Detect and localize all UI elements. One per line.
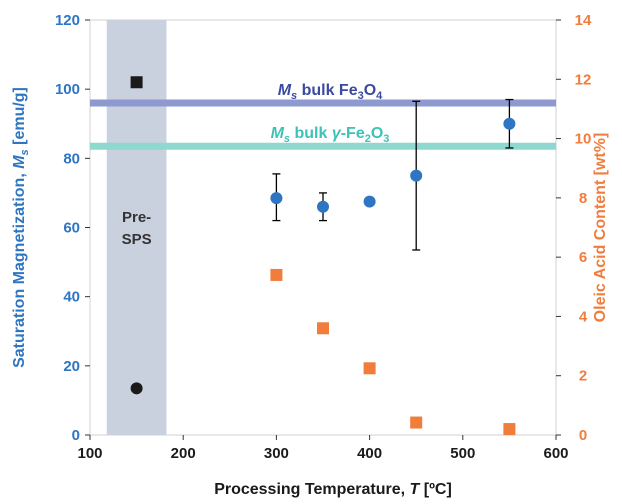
y-left-tick-label-2: 40	[63, 289, 80, 306]
y-right-tick-label-7: 14	[575, 12, 592, 29]
y-right-tick-label-5: 10	[575, 131, 592, 148]
y-left-title-var: M	[11, 155, 28, 169]
y-right-axis-title: Oleic Acid Content [wt%]	[592, 133, 609, 323]
ref-label-text: bulk Fe	[297, 82, 358, 99]
x-axis-ticks: 100 200 300 400 500 600	[77, 435, 569, 462]
x-title-text: Processing Temperature,	[214, 481, 409, 498]
reference-label-1: Ms bulk γ-Fe2O3	[271, 125, 390, 145]
y-left-title-sub: s	[19, 149, 31, 155]
y-left-tick-label-5: 100	[55, 81, 80, 98]
x-title-var: T	[410, 481, 421, 498]
plot-area	[89, 19, 557, 436]
y-right-tick-label-2: 4	[579, 308, 588, 325]
x-tick-label-2: 300	[264, 445, 289, 462]
y-right-tick-label-6: 12	[575, 71, 592, 88]
y-right-tick-label-0: 0	[579, 427, 587, 444]
ref-label-formula-sub1: 2	[365, 133, 371, 145]
ref-label-sub: s	[291, 90, 297, 102]
x-tick-label-5: 600	[543, 445, 568, 462]
y-left-title-unit: [emu/g]	[11, 87, 28, 149]
ref-label-var: M	[271, 125, 285, 142]
series-1-point-1	[317, 322, 329, 335]
ref-label-dash: -Fe	[341, 125, 365, 142]
ref-label-text: bulk	[290, 125, 332, 142]
series-0-point-0	[270, 192, 283, 205]
ref-label-formula-mid: O	[364, 82, 376, 99]
pre-sps-label-line1: Pre-	[122, 209, 151, 226]
ref-label-greek: γ	[332, 125, 342, 142]
reference-label-0: Ms bulk Fe3O4	[278, 82, 383, 102]
series-2-point-0	[130, 382, 143, 395]
ref-label-formula-sub1: 3	[358, 90, 364, 102]
x-tick-label-3: 400	[357, 445, 382, 462]
x-title-unit: [ºC]	[419, 481, 452, 498]
data-points	[130, 76, 516, 436]
y-left-tick-label-3: 60	[63, 220, 80, 237]
x-axis-title: Processing Temperature, T [ºC]	[214, 481, 452, 498]
ref-label-formula-sub2: 3	[383, 133, 389, 145]
y-left-title-text: Saturation Magnetization,	[11, 169, 28, 368]
pre-sps-band	[106, 20, 167, 435]
y-left-tick-label-0: 0	[72, 427, 80, 444]
y-left-axis-title: Saturation Magnetization, Ms [emu/g]	[11, 87, 31, 368]
x-tick-label-1: 200	[171, 445, 196, 462]
y-right-tick-label-4: 8	[579, 190, 587, 207]
ref-label-formula-sub2: 4	[376, 90, 383, 102]
series-0-point-1	[317, 200, 329, 213]
series-0-point-4	[503, 117, 516, 130]
ref-label-var: M	[278, 82, 292, 99]
y-left-tick-label-4: 80	[63, 150, 80, 167]
ref-label-formula-mid: O	[371, 125, 383, 142]
axis-titles: Processing Temperature, T [ºC] Saturation…	[11, 87, 609, 498]
y-right-tick-label-1: 2	[579, 368, 587, 385]
pre-sps-region: Pre- SPS	[106, 20, 167, 435]
y-right-tick-label-3: 6	[579, 249, 587, 266]
x-tick-label-4: 500	[450, 445, 475, 462]
series-1-point-2	[363, 362, 376, 375]
y-left-tick-label-1: 20	[63, 358, 80, 375]
ref-label-sub: s	[284, 133, 290, 145]
series-3-point-0	[130, 76, 143, 89]
pre-sps-label-line2: SPS	[122, 231, 152, 248]
series-1-point-3	[410, 416, 423, 429]
y-left-axis-ticks: 0 20 40 60 80 100 120	[55, 12, 90, 444]
series-1-point-4	[503, 423, 516, 436]
series-0-point-3	[410, 169, 423, 182]
series-0-point-2	[363, 195, 376, 208]
y-left-tick-label-6: 120	[55, 12, 80, 29]
series-1-point-0	[270, 268, 283, 281]
y-right-axis-ticks: 0 2 4 6 8 10 12 14	[556, 12, 592, 444]
x-tick-label-0: 100	[77, 445, 102, 462]
